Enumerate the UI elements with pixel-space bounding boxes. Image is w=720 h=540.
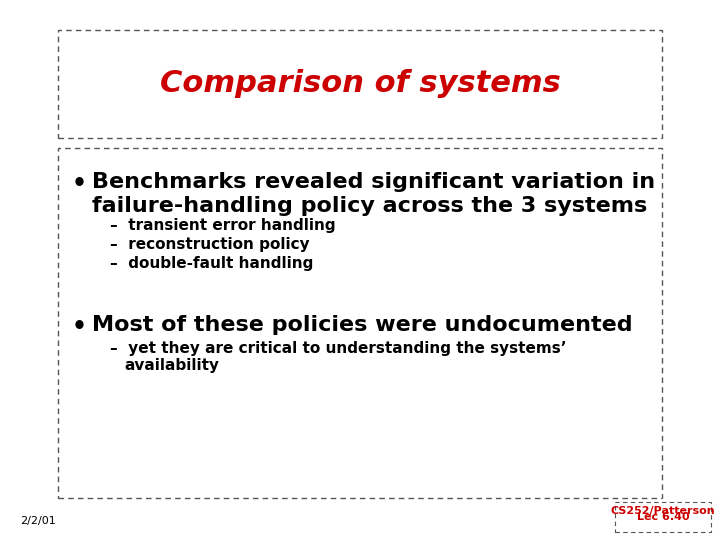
Bar	[615, 502, 711, 532]
Text: Comparison of systems: Comparison of systems	[160, 70, 560, 98]
Text: –  transient error handling: – transient error handling	[110, 218, 336, 233]
Text: Most of these policies were undocumented: Most of these policies were undocumented	[92, 315, 633, 335]
Text: CS252/Patterson: CS252/Patterson	[611, 506, 715, 516]
Text: –  double-fault handling: – double-fault handling	[110, 256, 313, 271]
Text: •: •	[72, 172, 87, 196]
Text: –  yet they are critical to understanding the systems’: – yet they are critical to understanding…	[110, 341, 567, 356]
Text: 2/2/01: 2/2/01	[20, 516, 55, 526]
Bar	[58, 148, 662, 498]
Text: •: •	[72, 315, 87, 339]
Text: availability: availability	[124, 358, 219, 373]
Bar	[58, 30, 662, 138]
Text: –  reconstruction policy: – reconstruction policy	[110, 237, 310, 252]
Text: Lec 6.40: Lec 6.40	[636, 512, 689, 522]
Text: Benchmarks revealed significant variation in
failure-handling policy across the : Benchmarks revealed significant variatio…	[92, 172, 655, 216]
